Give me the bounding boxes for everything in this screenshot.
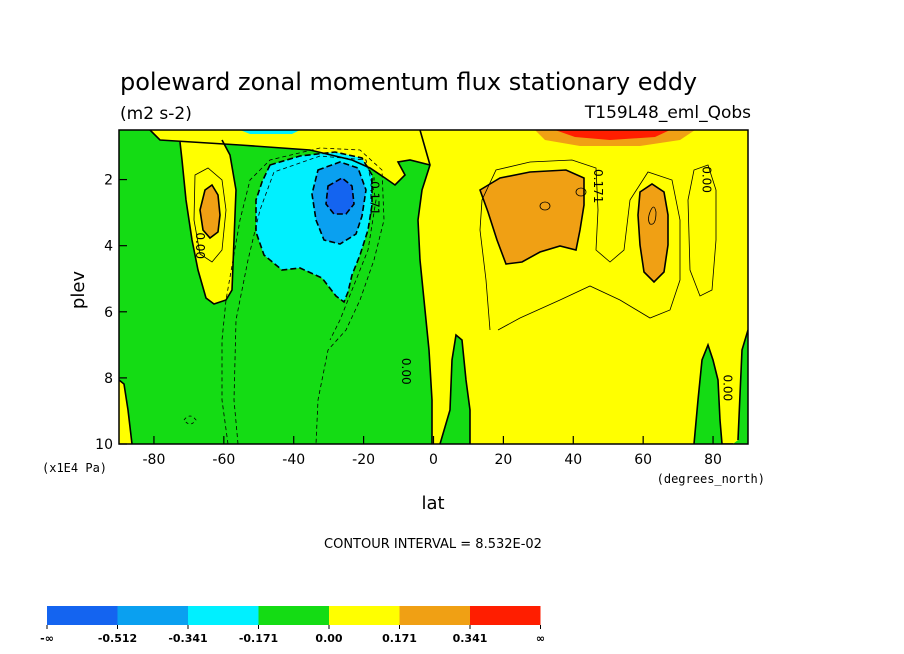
x-tick-label-0: -80 xyxy=(143,452,166,468)
contour-orange-sh xyxy=(199,183,221,240)
legend-swatch-2 xyxy=(188,606,259,625)
contour-neg-dashed-mid xyxy=(233,155,377,444)
contour-pos-thin-2 xyxy=(687,164,717,297)
field-cyan-top xyxy=(240,130,300,134)
contour-small-loop-3 xyxy=(648,206,657,225)
x-tick-label-5: 20 xyxy=(494,452,512,468)
x-tick-label-4: 0 xyxy=(429,452,438,468)
y-axis-units: (x1E4 Pa) xyxy=(42,461,107,475)
field-deepblue-sh xyxy=(326,178,354,214)
contour-pos-thin-3 xyxy=(193,167,227,263)
x-axis-units: (degrees_north) xyxy=(657,472,765,486)
legend-label-0: -∞ xyxy=(40,632,54,645)
field-orange-sh xyxy=(200,185,220,238)
contour-neg-midblue xyxy=(311,161,367,245)
contour-label-2: 0.00 xyxy=(399,358,413,385)
legend-label-1: -0.512 xyxy=(98,632,137,645)
legend-swatch-1 xyxy=(117,606,188,625)
contour-pos-thin-1 xyxy=(479,159,681,331)
legend-swatch-6 xyxy=(470,606,541,625)
contour-orange-nh-1 xyxy=(479,169,585,265)
contour-zero-top xyxy=(149,130,431,187)
contour-label-4: 0.00 xyxy=(700,166,714,193)
contour-small-loop-2 xyxy=(575,187,587,197)
contour-interval-label: CONTOUR INTERVAL = 8.532E-02 xyxy=(324,537,542,552)
field-yellow-nh xyxy=(150,130,748,444)
y-tick-label-4: 10 xyxy=(95,437,113,453)
x-tick-label-3: -20 xyxy=(352,452,375,468)
y-axis-title: plev xyxy=(68,271,89,310)
legend-label-5: 0.171 xyxy=(382,632,417,645)
field-yellow-patch xyxy=(119,380,132,444)
contour-neg-deepblue xyxy=(325,177,355,215)
legend-swatch-5 xyxy=(399,606,470,625)
chart-title: poleward zonal momentum flux stationary … xyxy=(120,68,697,96)
x-tick-label-1: -60 xyxy=(212,452,235,468)
contour-field xyxy=(119,130,748,444)
legend-swatch-0 xyxy=(47,606,118,625)
field-red-top xyxy=(555,130,670,140)
y-tick-label-1: 4 xyxy=(104,239,113,255)
y-tick-label-3: 8 xyxy=(104,371,113,387)
contour-label-3: 0.171 xyxy=(591,169,605,203)
legend-label-6: 0.341 xyxy=(453,632,488,645)
x-tick-label-6: 40 xyxy=(564,452,582,468)
legend-label-4: 0.00 xyxy=(315,632,342,645)
legend-label-2: -0.341 xyxy=(168,632,207,645)
y-tick-label-2: 6 xyxy=(104,305,113,321)
field-orange-nh-1 xyxy=(480,170,584,264)
legend-swatch-3 xyxy=(258,606,329,625)
contour-neg-small xyxy=(183,415,197,425)
run-label: T159L48_eml_Qobs xyxy=(584,103,751,123)
contour-zero-nh xyxy=(417,130,433,444)
contour-label-1: -0.171 xyxy=(368,177,382,216)
contour-zero-left xyxy=(119,379,133,444)
contour-orange-nh-2 xyxy=(637,183,669,284)
units-label: (m2 s-2) xyxy=(120,104,192,124)
legend-swatch-4 xyxy=(329,606,400,625)
y-axis: 2 4 6 8 10 xyxy=(95,173,127,453)
contour-zero-right-2 xyxy=(693,342,733,444)
contour-label-5: 0.00 xyxy=(721,374,735,401)
x-tick-label-7: 60 xyxy=(634,452,652,468)
contour-lines xyxy=(119,130,748,444)
contour-zero-small xyxy=(439,333,471,444)
x-tick-label-2: -40 xyxy=(282,452,305,468)
y-tick-label-0: 2 xyxy=(104,173,113,189)
color-legend: -∞ -0.512 -0.341 -0.171 0.00 0.171 0.341 ∞ xyxy=(40,606,545,645)
x-tick-label-8: 80 xyxy=(704,452,722,468)
x-axis-title: lat xyxy=(421,493,444,514)
contour-small-loop-1 xyxy=(539,201,551,211)
contour-label-0: 0.00 xyxy=(193,232,207,259)
contour-neg-dashed-outer xyxy=(221,147,385,444)
field-orange-nh-2 xyxy=(638,184,668,282)
x-axis: -80 -60 -40 -20 0 20 40 60 80 xyxy=(143,436,722,468)
legend-label-7: ∞ xyxy=(536,632,545,645)
contour-zero-sh-band xyxy=(179,139,237,305)
contour-neg-cyan xyxy=(255,151,373,304)
legend-label-3: -0.171 xyxy=(239,632,278,645)
contour-zero-right xyxy=(737,329,748,441)
contour-labels: 0.00 -0.171 0.00 0.171 0.00 0.00 xyxy=(193,166,735,401)
